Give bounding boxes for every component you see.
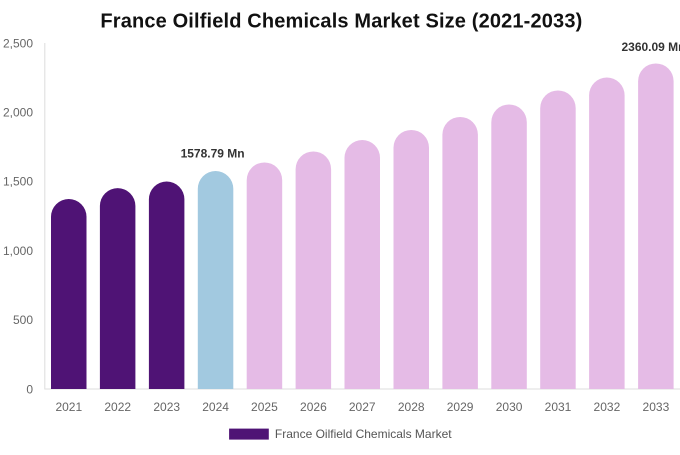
svg-text:2033: 2033: [643, 400, 670, 414]
svg-text:2021: 2021: [55, 400, 82, 414]
svg-text:France Oilfield Chemicals Mark: France Oilfield Chemicals Market: [275, 427, 452, 441]
svg-text:1578.79 Mn: 1578.79 Mn: [181, 147, 245, 161]
svg-text:1,000: 1,000: [3, 244, 33, 258]
svg-text:2022: 2022: [104, 400, 131, 414]
svg-text:2031: 2031: [545, 400, 572, 414]
svg-text:2360.09 Mn: 2360.09 Mn: [621, 40, 680, 54]
svg-text:2030: 2030: [496, 400, 523, 414]
svg-text:2025: 2025: [251, 400, 278, 414]
svg-text:2028: 2028: [398, 400, 425, 414]
svg-text:2029: 2029: [447, 400, 474, 414]
svg-text:2,500: 2,500: [3, 36, 33, 50]
svg-text:1,500: 1,500: [3, 175, 33, 189]
svg-text:0: 0: [26, 382, 33, 396]
svg-text:2024: 2024: [202, 400, 229, 414]
svg-text:France Oilfield Chemicals Mark: France Oilfield Chemicals Market Size (2…: [100, 10, 582, 32]
svg-text:2023: 2023: [153, 400, 180, 414]
svg-text:2027: 2027: [349, 400, 376, 414]
svg-text:500: 500: [13, 313, 33, 327]
svg-text:2,000: 2,000: [3, 106, 33, 120]
svg-text:2026: 2026: [300, 400, 327, 414]
svg-text:2032: 2032: [594, 400, 621, 414]
